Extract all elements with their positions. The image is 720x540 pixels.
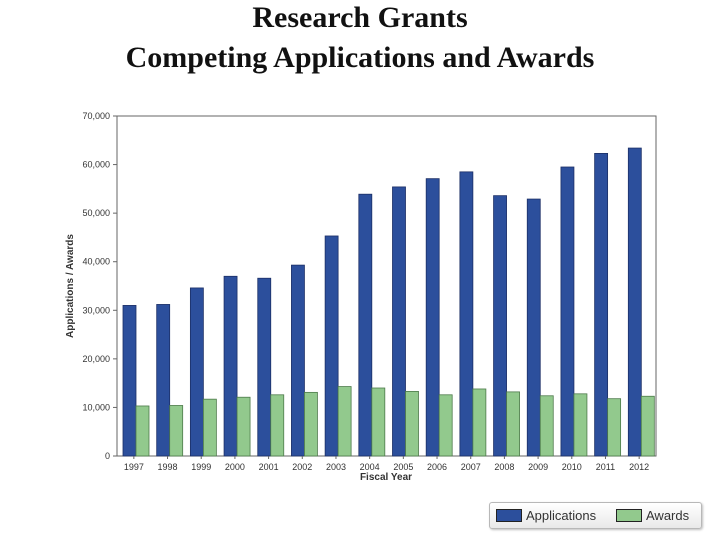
bar-awards-2005 [405, 390, 419, 457]
bar-applications-2001 [257, 277, 272, 457]
bar-applications-2004 [358, 193, 373, 457]
x-tick-label: 1999 [191, 462, 211, 472]
y-axis: 0 10,000 20,000 30,000 40,000 50,000 60,000 70,… [82, 111, 117, 461]
legend-label-applications: Applications [526, 508, 597, 523]
bar-applications-2002 [291, 264, 305, 457]
y-tick-label: 40,000 [82, 257, 110, 267]
x-tick-label: 2010 [562, 462, 582, 472]
x-axis: 1997 1998 1999 2000 2001 2002 2003 2004 2005 2006… [124, 456, 649, 472]
x-tick-label: 1998 [158, 462, 178, 472]
x-tick-label: 2002 [292, 462, 312, 472]
y-tick-label: 60,000 [82, 160, 110, 170]
x-tick-label: 2000 [225, 462, 245, 472]
bar-applications-2010 [560, 166, 575, 457]
bar-awards-1999 [202, 398, 217, 457]
bar-applications-2007 [459, 171, 474, 457]
x-tick-label: 2011 [596, 462, 615, 472]
slide-title-line2: Competing Applications and Awards [125, 41, 595, 74]
x-tick-label: 2006 [427, 462, 447, 472]
x-tick-label: 2005 [393, 462, 413, 472]
x-tick-label: 1997 [124, 462, 144, 472]
slide-title-line1: Research Grants [252, 1, 468, 34]
bar-applications-2005 [392, 186, 406, 457]
bar-applications-2000 [223, 275, 238, 457]
legend-item-awards: Awards [616, 507, 689, 524]
bar-awards-2000 [236, 396, 251, 457]
bar-applications-2006 [425, 178, 440, 457]
bar-applications-2003 [324, 235, 339, 457]
bar-awards-1997 [135, 405, 150, 457]
y-axis-title: Applications / Awards [65, 234, 76, 338]
bar-awards-2012 [640, 395, 655, 457]
bar-awards-2010 [573, 393, 588, 457]
bar-awards-2001 [270, 394, 285, 457]
bar-awards-2011 [607, 398, 622, 457]
y-tick-label: 0 [105, 451, 110, 461]
chart-legend: Applications Awards [489, 502, 702, 529]
x-tick-label: 2012 [629, 462, 649, 472]
bar-awards-2008 [506, 391, 520, 457]
bar-applications-1997 [122, 305, 137, 457]
y-tick-label: 10,000 [82, 402, 110, 412]
y-tick-label: 70,000 [82, 111, 110, 121]
bar-awards-2006 [438, 394, 453, 457]
bar-awards-2004 [371, 387, 386, 457]
x-tick-label: 2009 [528, 462, 548, 472]
legend-item-applications: Applications [496, 507, 596, 524]
bar-awards-1998 [169, 405, 184, 457]
y-tick-label: 20,000 [82, 354, 110, 364]
bar-awards-2007 [472, 388, 487, 457]
x-axis-title: Fiscal Year [360, 472, 412, 483]
x-tick-label: 2003 [326, 462, 346, 472]
bar-applications-2012 [627, 147, 642, 457]
bar-applications-2011 [594, 152, 609, 457]
bars-group [122, 147, 655, 457]
bar-applications-2009 [526, 198, 541, 457]
x-tick-label: 2008 [494, 462, 514, 472]
legend-label-awards: Awards [646, 508, 690, 523]
bar-awards-2009 [539, 395, 554, 457]
bar-awards-2003 [337, 386, 352, 457]
x-tick-label: 2004 [360, 462, 380, 472]
legend-swatch-applications [496, 509, 522, 522]
y-tick-label: 50,000 [82, 208, 110, 218]
x-tick-label: 2007 [461, 462, 481, 472]
x-tick-label: 2001 [259, 462, 279, 472]
bar-applications-1998 [156, 304, 171, 457]
bar-awards-2002 [304, 391, 318, 457]
y-tick-label: 30,000 [82, 305, 110, 315]
bar-applications-2008 [493, 195, 507, 457]
bar-applications-1999 [189, 287, 204, 457]
legend-swatch-awards [616, 509, 642, 522]
